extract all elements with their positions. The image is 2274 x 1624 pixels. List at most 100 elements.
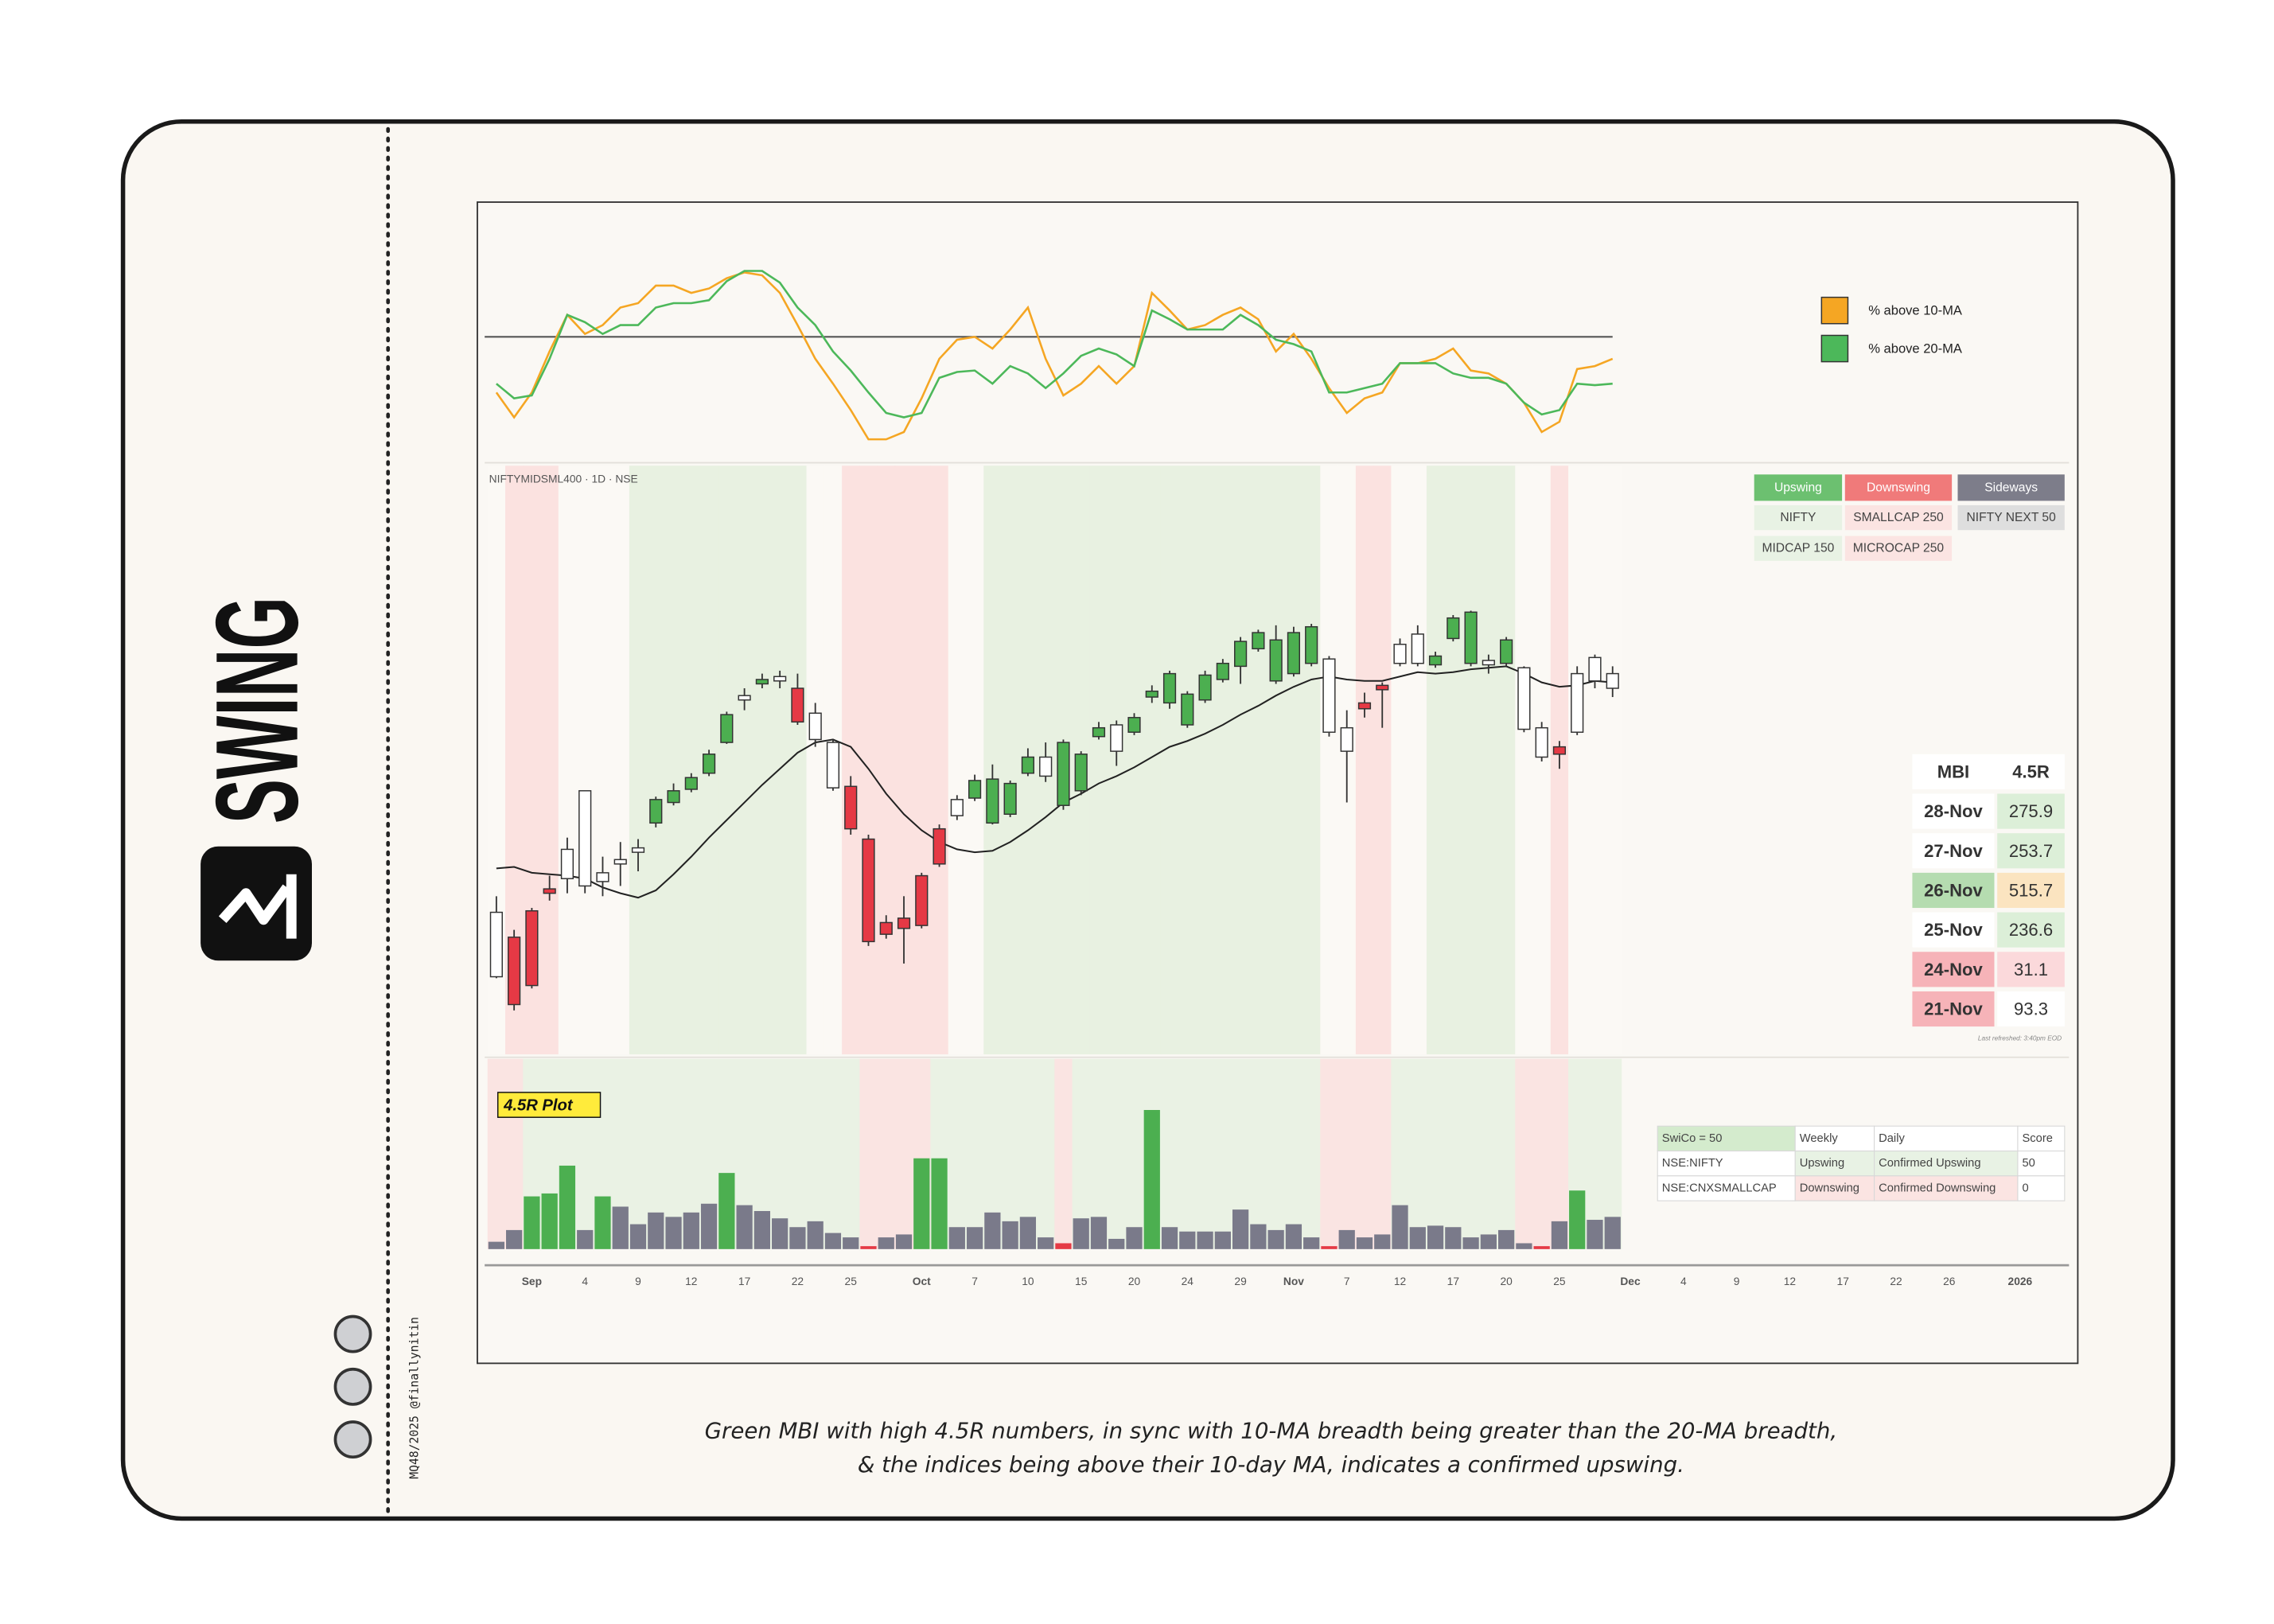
- swico-text: Confirmed Upswing: [1879, 1157, 1980, 1170]
- regime-band: [894, 1058, 913, 1249]
- bar: [931, 1158, 948, 1249]
- caption-line: & the indices being above their 10-day M…: [858, 1451, 1684, 1478]
- regime-band: [1267, 1058, 1286, 1249]
- regime-band: [1089, 1058, 1108, 1249]
- regime-header: Upswing: [1774, 481, 1822, 494]
- mbi-header: MBI: [1937, 761, 1969, 781]
- bar: [488, 1241, 504, 1249]
- regime-band: [1586, 465, 1604, 1055]
- bar: [1356, 1237, 1373, 1249]
- regime-band: [1037, 1058, 1055, 1249]
- regime-band: [1462, 1058, 1481, 1249]
- bar: [772, 1218, 789, 1249]
- bar: [1321, 1246, 1338, 1249]
- bar: [860, 1246, 877, 1249]
- bar: [559, 1165, 576, 1249]
- regime-band: [735, 465, 754, 1055]
- regime-band: [1479, 465, 1498, 1055]
- bar: [1250, 1224, 1267, 1249]
- mbi-date: 26-Nov: [1924, 880, 1983, 900]
- bar: [1143, 1110, 1160, 1249]
- swico-text: 50: [2022, 1157, 2035, 1170]
- bar: [1551, 1221, 1568, 1249]
- candle-body: [933, 828, 946, 865]
- regime-band: [504, 465, 524, 1055]
- regime-band: [699, 1058, 718, 1249]
- regime-band: [789, 1058, 807, 1249]
- candle-body: [879, 921, 893, 935]
- candle-body: [1606, 672, 1619, 689]
- mbi-value: 236.6: [2009, 920, 2053, 940]
- candle-body: [543, 888, 556, 894]
- x-tick-label: 7: [1344, 1275, 1350, 1287]
- regime-band: [1072, 1058, 1091, 1249]
- regime-band: [1108, 1058, 1126, 1249]
- candle-body: [1074, 754, 1088, 792]
- regime-band: [1284, 1058, 1303, 1249]
- swico-text: NSE:CNXSMALLCAP: [1662, 1182, 1777, 1194]
- candle-body: [1393, 644, 1407, 664]
- x-tick-label: 12: [1784, 1275, 1796, 1287]
- swico-cell: [1874, 1175, 2019, 1201]
- bar: [612, 1206, 629, 1249]
- x-tick-label: 17: [1447, 1275, 1459, 1287]
- regime-band: [1196, 465, 1215, 1055]
- bar: [1303, 1237, 1320, 1249]
- bar: [1090, 1217, 1108, 1249]
- x-tick-label: Sep: [522, 1275, 542, 1287]
- bar: [966, 1227, 983, 1249]
- regime-band: [735, 1058, 754, 1249]
- candle-body: [508, 937, 521, 1006]
- regime-cell: [1844, 535, 1953, 561]
- candle-body: [1110, 724, 1123, 752]
- x-tick-label: 10: [1022, 1275, 1034, 1287]
- bar: [1604, 1217, 1621, 1249]
- bar: [1533, 1246, 1550, 1249]
- candle-body: [1305, 625, 1318, 664]
- regime-band: [1125, 465, 1144, 1055]
- regime-band: [682, 465, 701, 1055]
- mbi-header: 4.5R: [2012, 761, 2050, 781]
- candle-body: [684, 777, 698, 790]
- x-tick-label: 26: [1943, 1275, 1956, 1287]
- bar: [1516, 1243, 1532, 1249]
- plot-label-box: [496, 1092, 602, 1118]
- mbi-value: 31.1: [2014, 960, 2048, 979]
- bar: [1480, 1234, 1497, 1249]
- regime-header-cell: [1844, 474, 1953, 501]
- regime-band: [983, 1058, 1002, 1249]
- swico-cell: [1794, 1150, 1875, 1177]
- regime-band: [1231, 465, 1250, 1055]
- logo-icon: [218, 884, 291, 925]
- regime-band: [1178, 465, 1197, 1055]
- x-tick-label: 29: [1234, 1275, 1247, 1287]
- bar: [1108, 1238, 1125, 1249]
- regime-band: [965, 465, 984, 1055]
- regime-band: [1550, 1058, 1569, 1249]
- candle-body: [1021, 756, 1034, 774]
- regime-band: [504, 1058, 524, 1249]
- regime-band: [894, 465, 913, 1055]
- candle-body: [1500, 639, 1513, 664]
- regime-band: [859, 1058, 878, 1249]
- regime-header: Downswing: [1867, 481, 1930, 494]
- swico-text: Weekly: [1800, 1132, 1839, 1145]
- x-tick-label: 7: [972, 1275, 978, 1287]
- x-tick-label: 20: [1128, 1275, 1141, 1287]
- x-tick-label: 4: [1680, 1275, 1687, 1287]
- bar: [648, 1212, 664, 1249]
- regime-band: [1426, 1058, 1445, 1249]
- bar: [1197, 1231, 1213, 1249]
- regime-band: [842, 465, 860, 1055]
- candle-body: [1571, 672, 1584, 733]
- bar: [577, 1229, 594, 1249]
- mbi-date-cell: [1912, 952, 1995, 987]
- regime-band: [1603, 465, 1622, 1055]
- bar: [1498, 1229, 1515, 1249]
- regime-band: [1355, 465, 1374, 1055]
- regime-band: [983, 465, 1002, 1055]
- swico-text: Upswing: [1800, 1157, 1844, 1170]
- candle-body: [649, 799, 663, 824]
- regime-cell: [1754, 535, 1843, 561]
